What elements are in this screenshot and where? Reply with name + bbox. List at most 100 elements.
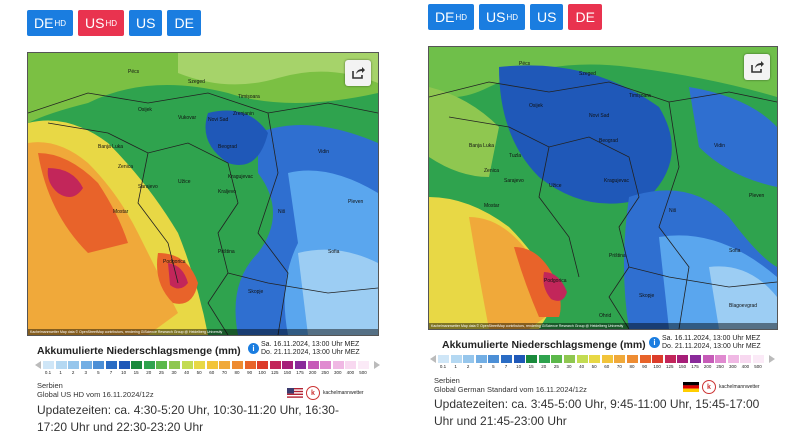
info-icon[interactable]: i: [248, 343, 259, 354]
model-button-us[interactable]: US: [129, 10, 163, 36]
region-label: Serbien: [37, 381, 63, 390]
button-sub: HD: [105, 18, 118, 28]
legend-swatch: [181, 361, 193, 369]
place-label: Kraljevo: [218, 189, 236, 195]
legend-tick-label: 0.1: [44, 370, 52, 375]
place-label: Sofia: [729, 248, 741, 254]
de-flag-icon: [683, 382, 699, 392]
legend-swatch: [538, 355, 550, 363]
place-label: Osijek: [529, 103, 543, 109]
legend-tick-label: 100: [653, 364, 661, 369]
model-button-de-hd[interactable]: DE HD: [27, 10, 74, 36]
legend-tick-label: 10: [121, 370, 127, 375]
place-label: Kragujevac: [604, 178, 630, 184]
place-label: Pécs: [519, 61, 531, 67]
legend-swatch: [715, 355, 727, 363]
place-label: Skopje: [639, 293, 655, 299]
legend-swatch: [257, 361, 269, 369]
right-panel: DE HD US HD US DE Pécs Szeged Timișoara: [408, 0, 788, 445]
legend-tick-label: 5: [97, 370, 100, 375]
model-button-us-hd[interactable]: US HD: [479, 4, 526, 30]
legend-scale-bar: [430, 355, 775, 363]
place-label: Niš: [669, 208, 677, 214]
share-button[interactable]: [345, 60, 371, 86]
place-label: Zenica: [118, 164, 133, 170]
info-icon[interactable]: i: [649, 337, 660, 348]
legend-swatch: [118, 361, 130, 369]
place-label: Kragujevac: [228, 174, 254, 180]
update-times: Updatezeiten: ca. 3:45-5:00 Uhr, 9:45-11…: [434, 397, 760, 428]
precipitation-map[interactable]: Pécs Szeged Timișoara Osijek Novi Sad Ba…: [428, 46, 778, 330]
date-range: Sa. 16.11.2024, 13:00 Uhr MEZ Do. 21.11.…: [662, 335, 761, 351]
place-label: Pleven: [348, 199, 364, 205]
left-panel: DE HD US HD US DE: [5, 0, 385, 445]
legend-tick-label: 25: [158, 370, 164, 375]
legend-tick-label: 15: [133, 370, 139, 375]
legend-swatch: [513, 355, 525, 363]
place-label: Podgorica: [163, 259, 186, 265]
legend-swatch: [652, 355, 664, 363]
date-from: Sa. 16.11.2024, 13:00 Uhr MEZ: [662, 335, 761, 342]
place-label: Niš: [278, 209, 286, 215]
legend-swatch: [282, 361, 294, 369]
logo-text: kachelmannwetter: [719, 384, 760, 390]
legend-tick-label: 2: [466, 364, 470, 369]
model-button-de[interactable]: DE: [167, 10, 201, 36]
legend-swatch: [753, 355, 764, 363]
legend-swatch: [169, 361, 180, 369]
button-label: DE: [575, 9, 595, 25]
kachelmann-logo-icon: k: [306, 386, 320, 400]
model-button-de[interactable]: DE: [568, 4, 602, 30]
legend-tick-label: 50: [591, 364, 597, 369]
model-label: Global US HD vom 16.11.2024/12z: [37, 390, 154, 399]
date-range: Sa. 16.11.2024, 13:00 Uhr MEZ Do. 21.11.…: [261, 341, 360, 357]
brand-logo: k kachelmannwetter: [287, 386, 364, 400]
place-label: Užice: [178, 179, 191, 185]
logo-text: kachelmannwetter: [323, 390, 364, 396]
place-label: Blagoevgrad: [729, 303, 757, 309]
legend-tick-label: 200: [703, 364, 712, 369]
legend-tick-label: 1: [454, 364, 457, 369]
model-switcher: DE HD US HD US DE: [27, 10, 201, 36]
legend-swatch: [551, 355, 563, 363]
legend-swatch: [295, 361, 306, 369]
legend-tick-label: 70: [221, 370, 227, 375]
legend-tick-label: 30: [171, 370, 177, 375]
legend-tick-label: 5: [492, 364, 495, 369]
button-label: DE: [34, 15, 54, 31]
share-button[interactable]: [744, 54, 770, 80]
legend-tick-label: 2: [71, 370, 75, 375]
legend-tick-label: 175: [691, 364, 699, 369]
legend-tick-label: 80: [629, 364, 635, 369]
legend-swatch: [677, 355, 689, 363]
kachelmann-logo-icon: k: [702, 380, 716, 394]
update-times: Updatezeiten: ca. 4:30-5:20 Uhr, 10:30-1…: [37, 403, 339, 434]
button-sub: HD: [455, 12, 468, 22]
place-label: Novi Sad: [208, 117, 229, 123]
legend-swatch: [345, 361, 357, 369]
legend-tick-label: 90: [642, 364, 648, 369]
place-label: Sarajevo: [138, 184, 158, 190]
legend-tick-label: 250: [321, 370, 329, 375]
legend-swatch: [358, 361, 369, 369]
place-label: Sarajevo: [504, 178, 524, 184]
legend-tick-label: 70: [616, 364, 622, 369]
place-label: Ohrid: [599, 313, 611, 319]
legend-tick-label: 100: [258, 370, 266, 375]
legend-scale-bar: [35, 361, 380, 369]
legend-scale: 0.1 1 2 3 5 7 10 15 20 25 30 40 50 60 70 80 90 100 125 150 1…: [430, 352, 775, 370]
legend-tick-label: 1: [59, 370, 62, 375]
button-label: US: [85, 15, 105, 31]
legend-swatch: [488, 355, 500, 363]
legend-tick-label: 60: [604, 364, 610, 369]
region-label: Serbien: [434, 376, 460, 385]
model-button-de-hd[interactable]: DE HD: [428, 4, 475, 30]
model-button-us[interactable]: US: [530, 4, 564, 30]
place-label: Timișoara: [238, 94, 260, 100]
legend-tick-label: 30: [566, 364, 572, 369]
model-button-us-hd[interactable]: US HD: [78, 10, 125, 36]
place-label: Užice: [549, 183, 562, 189]
legend-swatch: [639, 355, 651, 363]
precipitation-map[interactable]: Pécs Szeged Timișoara Osijek Vukovar Nov…: [27, 52, 379, 336]
legend-swatch: [589, 355, 601, 363]
